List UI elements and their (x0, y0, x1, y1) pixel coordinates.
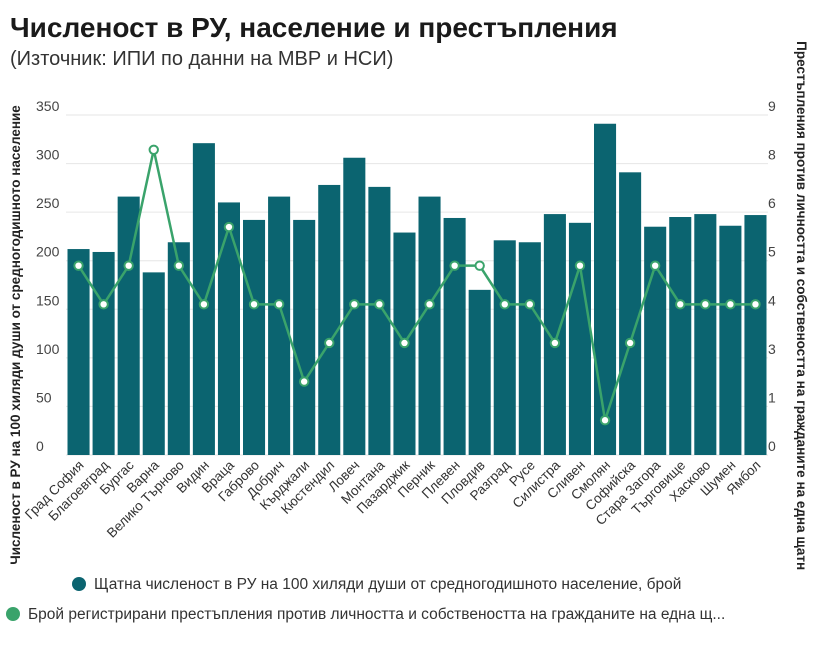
legend-bar-swatch-icon (72, 577, 86, 591)
line-point[interactable] (298, 376, 310, 387)
right-tick-label: 5 (768, 244, 776, 260)
line-point[interactable] (449, 260, 460, 271)
bar[interactable] (217, 202, 240, 455)
bar[interactable] (493, 240, 516, 455)
line-point[interactable] (324, 337, 335, 349)
left-tick-label: 150 (36, 292, 60, 308)
legend-line-label: Брой регистрирани престъпления против ли… (28, 606, 726, 623)
line-point[interactable] (173, 260, 185, 271)
bar[interactable] (619, 172, 642, 456)
right-tick-label: 0 (768, 438, 776, 454)
bar[interactable] (694, 214, 717, 455)
bar[interactable] (92, 251, 115, 455)
bar[interactable] (368, 186, 391, 455)
bar[interactable] (568, 222, 591, 455)
right-tick-label: 3 (768, 341, 776, 357)
bar[interactable] (243, 219, 266, 455)
bar[interactable] (117, 196, 140, 455)
bar[interactable] (443, 217, 466, 455)
legend-item-bars[interactable]: Щатна численост в РУ на 100 хиляди души … (72, 576, 819, 594)
line-point[interactable] (198, 299, 210, 310)
line-point[interactable] (248, 299, 260, 310)
left-tick-label: 50 (36, 389, 52, 405)
line-point[interactable] (349, 299, 360, 310)
line-point[interactable] (424, 299, 435, 310)
bar[interactable] (543, 214, 566, 455)
bar[interactable] (669, 217, 692, 455)
chart-subtitle: (Източник: ИПИ по данни на МВР и НСИ) (10, 48, 394, 70)
line-point[interactable] (98, 299, 109, 310)
bar[interactable] (318, 184, 341, 455)
left-axis-ticks: 0 50 100 150 200 250 300 350 (36, 98, 60, 454)
line-point[interactable] (624, 337, 636, 349)
left-tick-label: 100 (36, 341, 60, 357)
right-tick-label: 8 (768, 147, 776, 163)
left-tick-label: 300 (36, 147, 60, 163)
bar[interactable] (67, 249, 90, 455)
line-point[interactable] (725, 299, 736, 310)
bar[interactable] (293, 219, 316, 455)
bar[interactable] (594, 123, 617, 455)
right-tick-label: 1 (768, 389, 776, 405)
bar[interactable] (468, 289, 491, 455)
line-series (73, 144, 761, 426)
bar[interactable] (719, 225, 742, 455)
left-tick-label: 0 (36, 438, 44, 454)
bar[interactable] (167, 242, 190, 455)
legend-line-swatch-icon (6, 607, 20, 621)
line-point[interactable] (148, 144, 159, 155)
legend-bar-label: Щатна численост в РУ на 100 хиляди души … (94, 576, 682, 593)
bar[interactable] (192, 143, 215, 455)
line-point[interactable] (700, 299, 711, 310)
right-tick-label: 9 (768, 98, 776, 114)
line-point[interactable] (499, 299, 510, 310)
bar[interactable] (142, 272, 165, 455)
line-point[interactable] (273, 299, 285, 310)
line-point[interactable] (123, 260, 134, 271)
line-point[interactable] (73, 260, 84, 271)
line-point[interactable] (750, 299, 761, 310)
line-point[interactable] (549, 337, 561, 349)
line-point[interactable] (223, 221, 235, 233)
bar[interactable] (518, 242, 541, 455)
bar[interactable] (744, 215, 767, 455)
line-point[interactable] (599, 415, 611, 426)
right-tick-label: 4 (768, 292, 776, 308)
bar[interactable] (268, 196, 291, 455)
line-point[interactable] (399, 337, 410, 349)
right-axis-label: Престъпления против личността и собствен… (794, 41, 809, 570)
bar-series (67, 123, 767, 456)
legend-item-line[interactable]: Брой регистрирани престъпления против ли… (6, 606, 806, 624)
line-point[interactable] (574, 260, 586, 271)
line-point[interactable] (675, 299, 686, 310)
line-point[interactable] (374, 299, 385, 310)
line-path (77, 149, 756, 421)
left-axis-label: Численост в РУ на 100 хиляди души от сре… (8, 105, 23, 565)
left-tick-label: 350 (36, 98, 60, 114)
line-point[interactable] (649, 260, 661, 271)
right-tick-label: 6 (768, 195, 776, 211)
bar[interactable] (418, 196, 441, 455)
left-tick-label: 200 (36, 244, 60, 260)
combo-chart: 0 50 100 150 200 250 300 350 0 1 3 4 5 6 8 9 Град Софи… (8, 41, 809, 570)
right-axis-ticks: 0 1 3 4 5 6 8 9 (768, 98, 776, 454)
left-tick-label: 250 (36, 195, 60, 211)
chart-title: Численост в РУ, население и престъпления (10, 12, 618, 43)
line-point[interactable] (524, 299, 536, 310)
line-point[interactable] (474, 260, 485, 271)
